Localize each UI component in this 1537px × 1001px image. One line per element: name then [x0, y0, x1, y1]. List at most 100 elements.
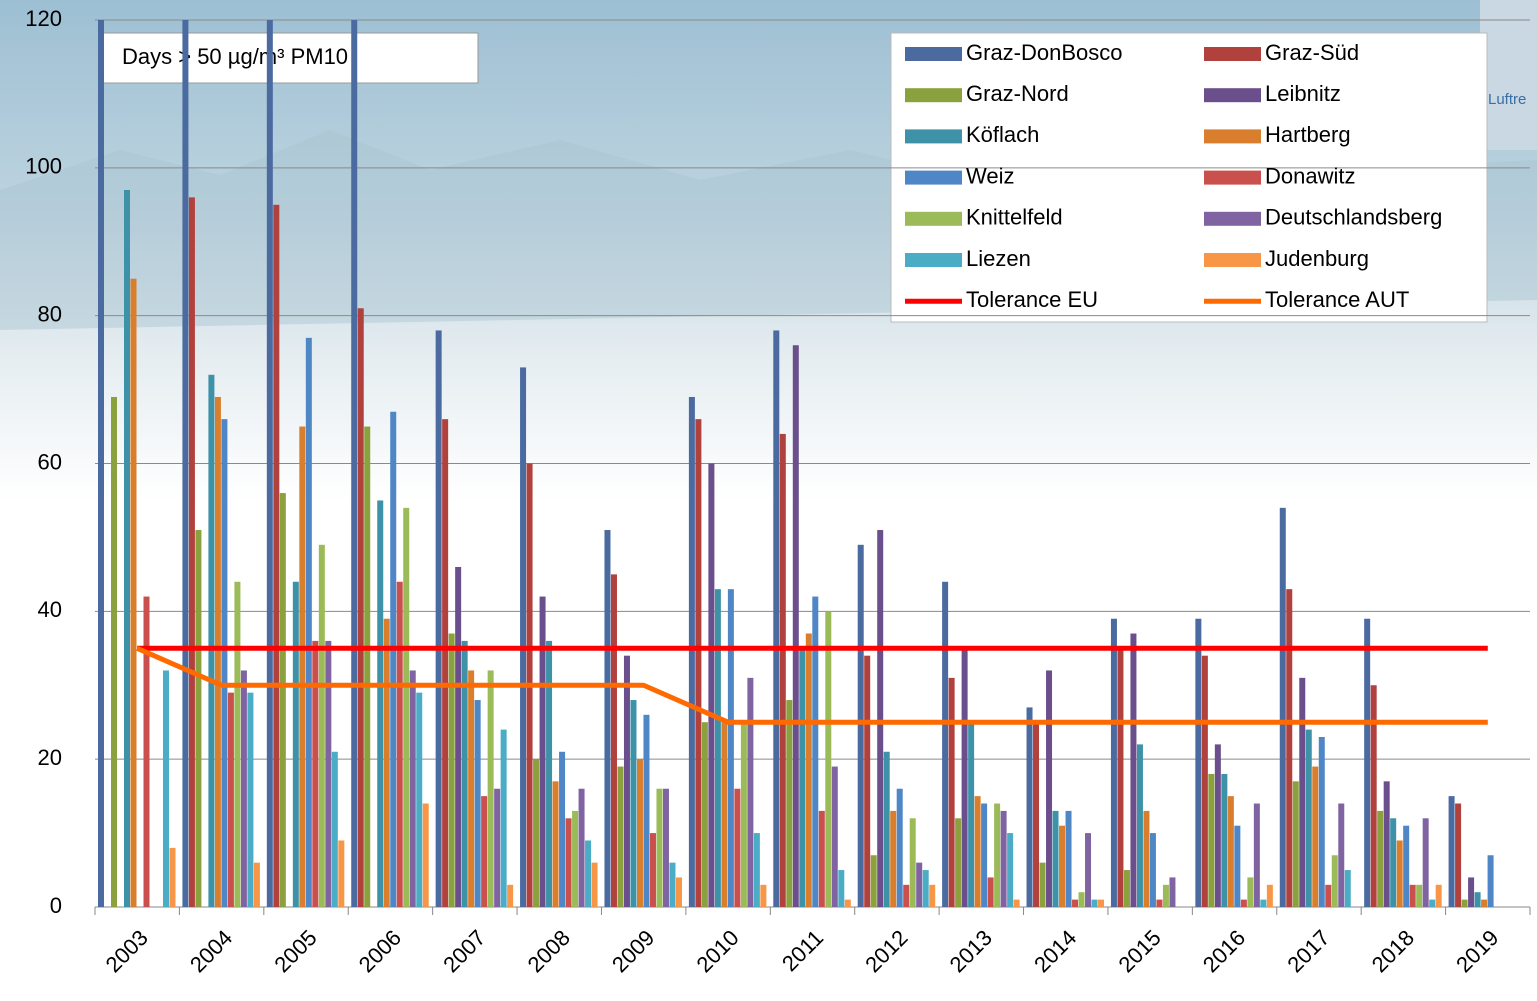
bar [1098, 899, 1105, 907]
bar [1318, 736, 1325, 907]
bar [1435, 884, 1442, 907]
bar [942, 581, 949, 907]
bar [1448, 796, 1455, 907]
bar [1305, 729, 1312, 907]
legend-label: Judenburg [1265, 246, 1369, 271]
bar [714, 589, 721, 907]
bar [163, 670, 169, 907]
bar [948, 677, 955, 907]
bar [383, 618, 390, 907]
bar [1169, 877, 1176, 907]
bar [760, 884, 767, 907]
bar [877, 530, 884, 907]
bar [747, 677, 754, 907]
bar [1136, 744, 1143, 907]
bar [857, 544, 864, 907]
bar [1000, 810, 1007, 907]
bar [1266, 884, 1273, 907]
y-tick-label: 120 [25, 6, 62, 31]
bar [890, 810, 897, 907]
bar [818, 810, 825, 907]
bar [1227, 796, 1234, 907]
bar [169, 847, 176, 907]
bar [1299, 677, 1306, 907]
bar [481, 796, 488, 907]
title-box [99, 32, 479, 84]
bar [1474, 892, 1481, 907]
bar [896, 788, 903, 907]
bar [1078, 892, 1085, 907]
bar [325, 640, 332, 907]
bar [221, 419, 228, 907]
bar [1377, 810, 1384, 907]
legend-label: Leibnitz [1265, 81, 1341, 106]
legend-swatch [905, 211, 962, 226]
bar [455, 566, 462, 907]
bar [520, 367, 527, 907]
legend-swatch [1204, 47, 1261, 61]
bar [1455, 803, 1462, 907]
bar [617, 766, 624, 907]
bar [968, 722, 975, 907]
bar [331, 751, 338, 907]
bar [1344, 870, 1351, 907]
bar [1279, 507, 1286, 907]
bar [922, 870, 929, 907]
bar [974, 796, 981, 907]
bar [623, 655, 630, 907]
bar [461, 640, 468, 907]
bar [111, 396, 117, 907]
bar [1422, 818, 1429, 907]
bar [1007, 833, 1014, 907]
y-tick-label: 100 [25, 154, 62, 179]
legend-box [890, 32, 1488, 323]
bar [1370, 685, 1377, 907]
legend-label: Tolerance AUT [1265, 287, 1409, 312]
bar [273, 204, 280, 907]
bar [695, 419, 702, 907]
y-tick-label: 0 [50, 893, 62, 918]
bar [585, 840, 592, 907]
bar [214, 396, 221, 907]
bar [1110, 618, 1117, 907]
bar [409, 670, 416, 907]
legend-label: Liezen [966, 246, 1031, 271]
bar [227, 692, 234, 907]
bar [552, 781, 559, 907]
bar [903, 884, 910, 907]
bar [727, 589, 734, 907]
legend-swatch [905, 253, 962, 267]
bar [610, 574, 617, 907]
bar [98, 20, 104, 907]
bar [1208, 773, 1215, 907]
bar [688, 396, 695, 907]
bar [1149, 833, 1156, 907]
bar [1046, 670, 1053, 907]
bar [533, 759, 540, 907]
bar [1214, 744, 1221, 907]
bar [630, 700, 637, 907]
bar [195, 530, 202, 907]
bar [1065, 810, 1072, 907]
bar [1312, 766, 1319, 907]
bar [305, 337, 312, 907]
bar [792, 345, 799, 907]
bar [1026, 707, 1033, 907]
bar [234, 581, 241, 907]
bar [721, 722, 728, 907]
bar [1234, 825, 1241, 907]
bar [143, 596, 150, 907]
bar [1072, 899, 1079, 907]
bar [182, 20, 189, 907]
bar [929, 884, 936, 907]
bar [1481, 899, 1488, 907]
bar [1221, 773, 1228, 907]
bar [636, 759, 643, 907]
bar [994, 803, 1001, 907]
bar [701, 722, 708, 907]
bar [656, 788, 663, 907]
bar [422, 803, 429, 907]
background-text: Luftre [1488, 91, 1526, 108]
bar [916, 862, 923, 907]
